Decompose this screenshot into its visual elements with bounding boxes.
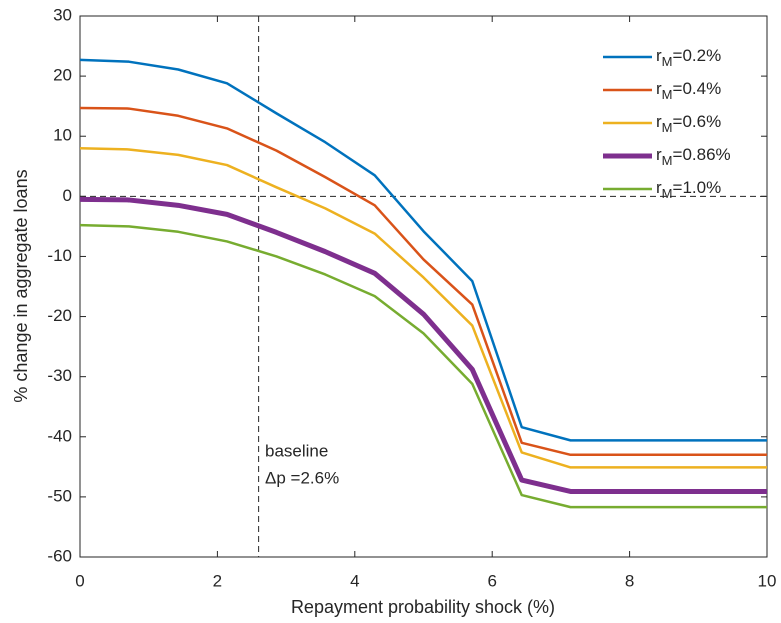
legend-label: rM=1.0% <box>656 178 721 201</box>
y-tick-label: 0 <box>63 186 72 205</box>
legend-label: rM=0.2% <box>656 46 721 69</box>
y-tick-label: 10 <box>53 126 72 145</box>
series-line <box>79 146 767 469</box>
y-tick-label: -10 <box>47 246 72 265</box>
x-tick-label: 2 <box>213 571 222 590</box>
x-axis-label: Repayment probability shock (%) <box>291 597 555 617</box>
annotation: baseline <box>265 441 328 460</box>
series-line <box>79 58 767 442</box>
legend-label: rM=0.4% <box>656 79 721 102</box>
x-tick-label: 6 <box>487 571 496 590</box>
y-tick-label: -40 <box>47 426 72 445</box>
y-axis-label: % change in aggregate loans <box>11 169 31 402</box>
x-tick-label: 8 <box>625 571 634 590</box>
y-tick-label: -20 <box>47 306 72 325</box>
x-tick-label: 4 <box>350 571 359 590</box>
y-tick-label: 20 <box>53 66 72 85</box>
series-line <box>79 223 767 509</box>
x-tick-label: 10 <box>758 571 777 590</box>
legend-label: rM=0.86% <box>656 145 731 168</box>
annotation: Δp =2.6% <box>265 468 339 487</box>
series-line <box>79 106 767 457</box>
y-tick-label: -50 <box>47 486 72 505</box>
series-line <box>79 196 767 494</box>
x-tick-label: 0 <box>75 571 84 590</box>
y-tick-label: -60 <box>47 546 72 565</box>
y-tick-label: -30 <box>47 366 72 385</box>
legend-label: rM=0.6% <box>656 112 721 135</box>
y-tick-label: 30 <box>53 5 72 24</box>
